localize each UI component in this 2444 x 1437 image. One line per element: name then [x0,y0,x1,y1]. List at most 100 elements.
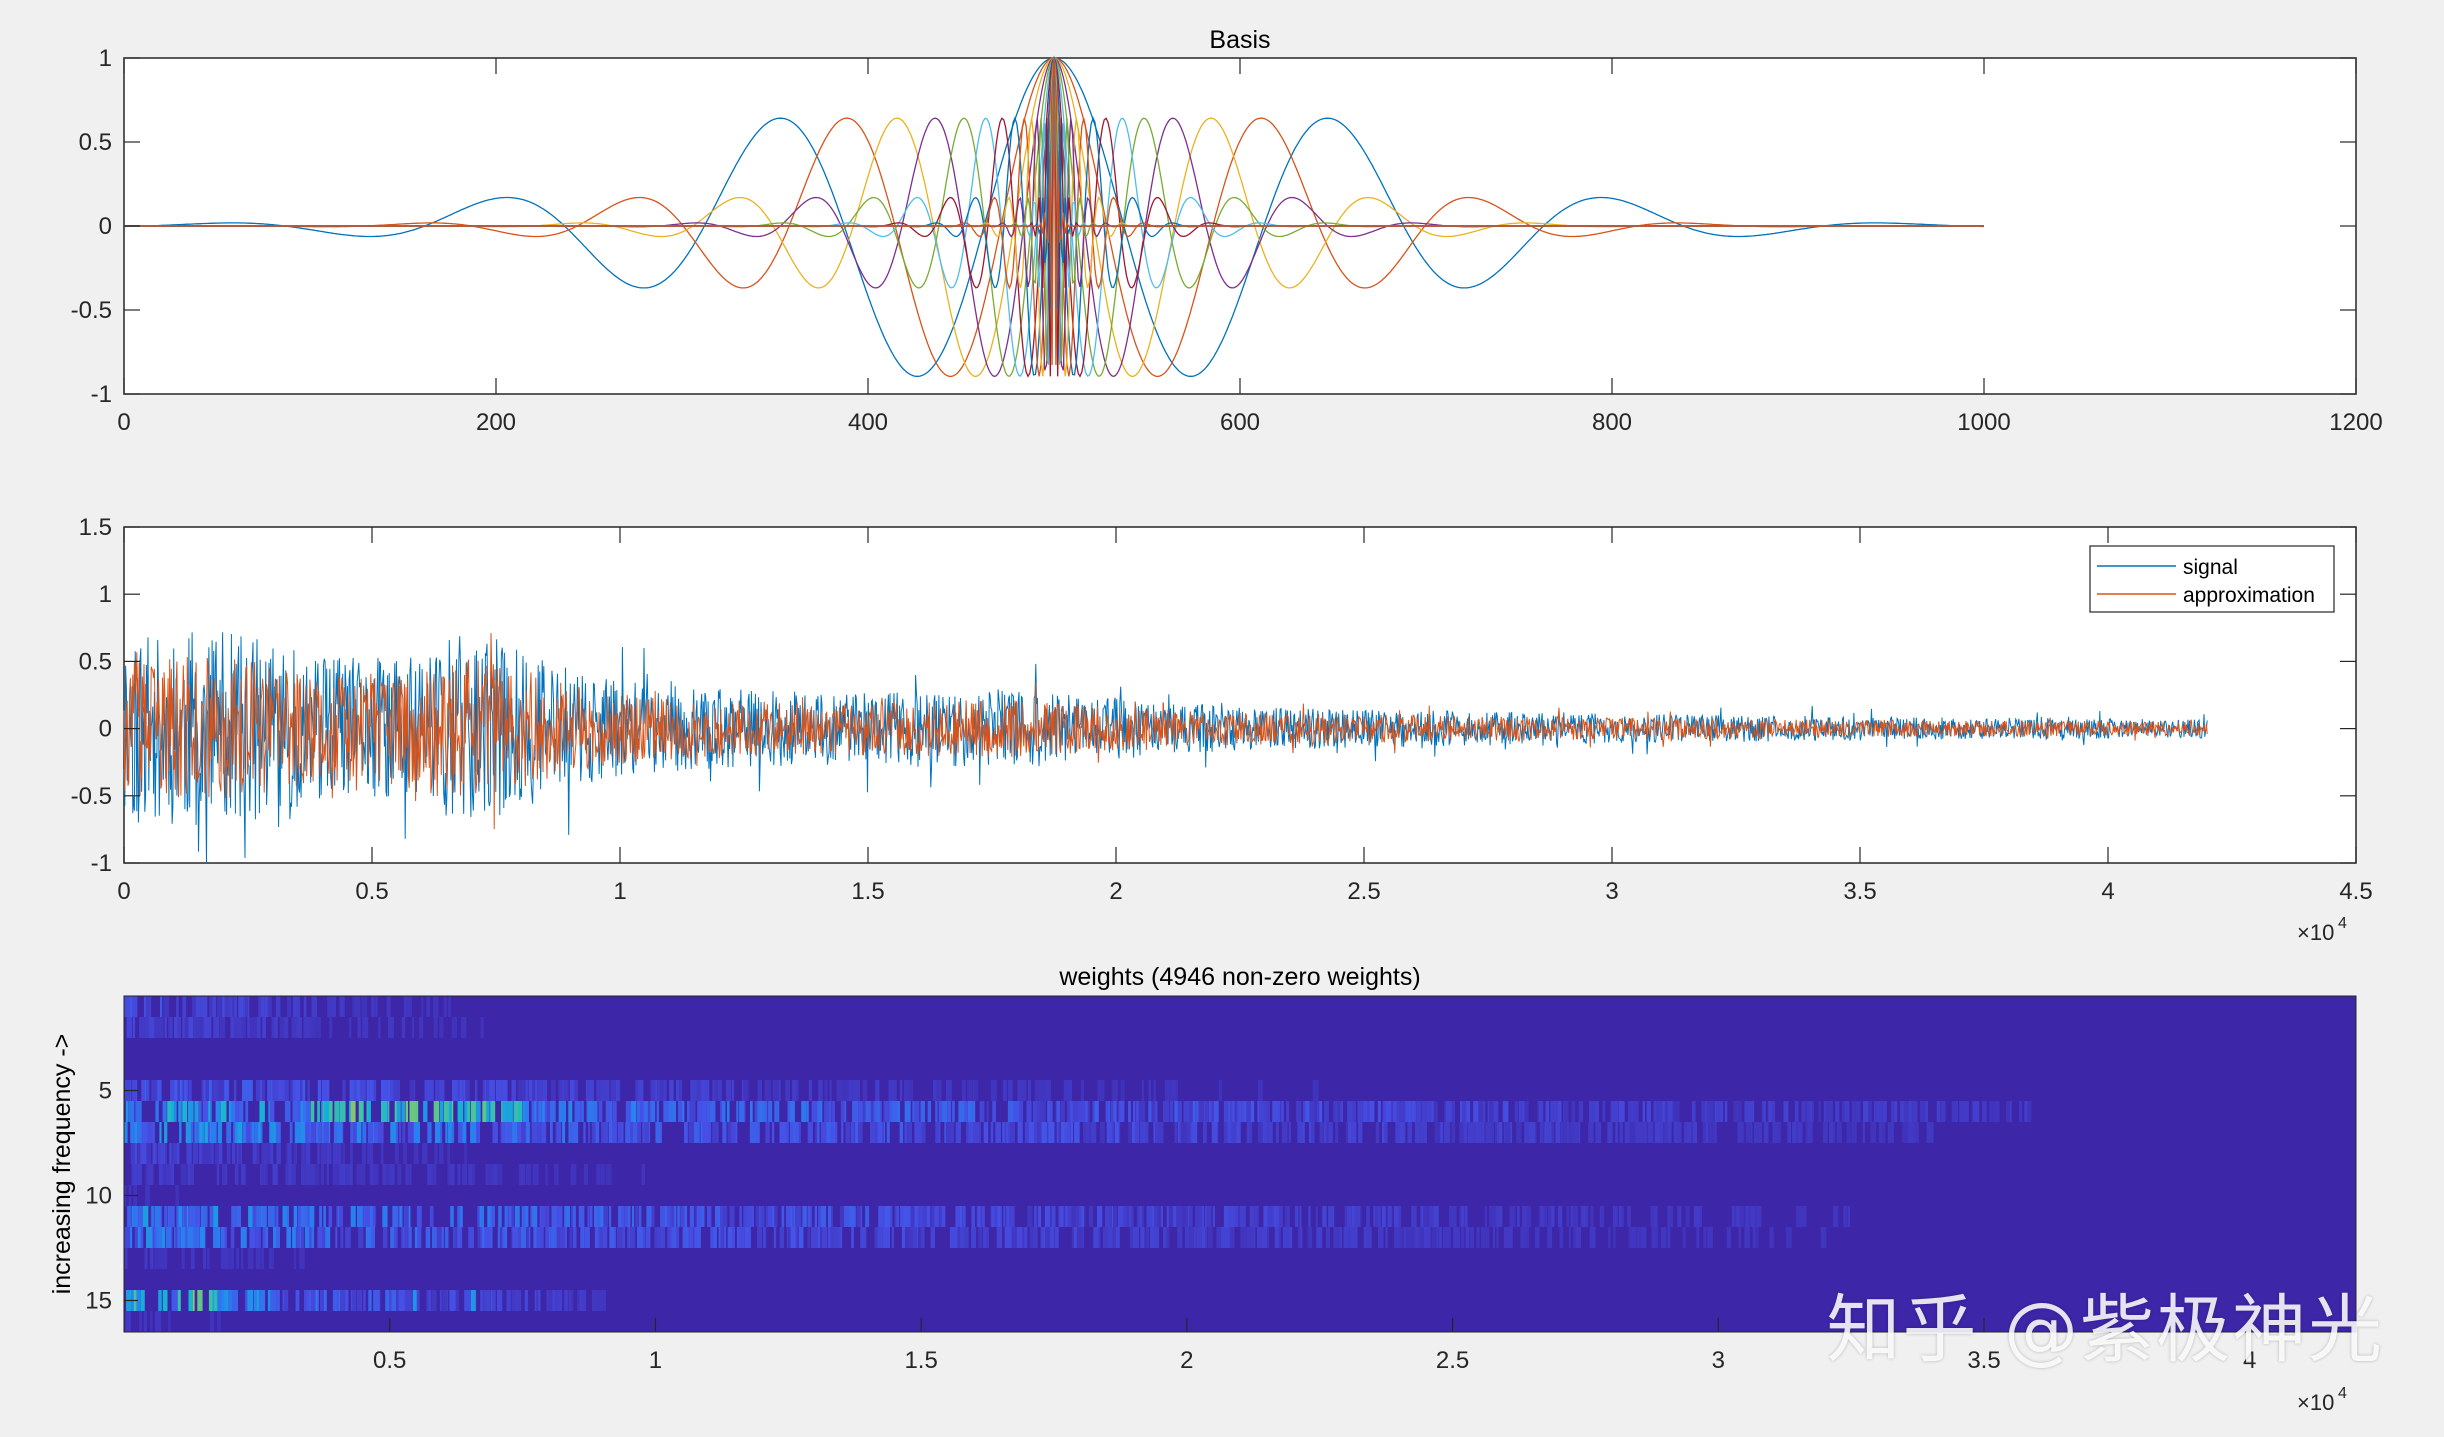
weight-cell [1281,1122,1288,1143]
weight-cell [464,1101,467,1122]
weight-cell [125,1311,131,1332]
weight-cell [639,1101,644,1122]
weight-cell [1465,1227,1470,1248]
weight-cell [557,1122,562,1143]
weight-cell [504,1227,508,1248]
weight-cell [1461,1206,1465,1227]
weight-cell [213,1227,219,1248]
weight-cell [1041,1227,1045,1248]
weight-cell [1752,1227,1756,1248]
weight-cell [1475,1122,1482,1143]
weight-cell [241,1248,244,1269]
weight-cell [1742,1122,1745,1143]
weight-cell [502,1227,507,1248]
weight-cell [539,1227,543,1248]
weight-cell [358,1101,363,1122]
weight-cell [150,1227,153,1248]
weight-cell [705,1122,712,1143]
weight-cell [1257,1122,1263,1143]
weight-cell [1012,1227,1017,1248]
weight-cell [646,1227,651,1248]
weight-cell [224,1080,227,1101]
weight-cell [1008,1101,1013,1122]
weight-cell [283,1017,289,1038]
weight-cell [496,1164,503,1185]
weight-cell [564,1206,568,1227]
weight-cell [544,1101,547,1122]
weight-cell [216,1164,220,1185]
weight-cell [1787,1227,1792,1248]
weight-cell [484,1227,491,1248]
weight-cell [677,1080,683,1101]
weight-cell [720,1206,724,1227]
weight-cell [1322,1206,1326,1227]
weight-cell [548,1290,555,1311]
weight-cell [366,1206,370,1227]
y-tick-label: -1 [91,850,112,877]
weight-cell [595,1290,602,1311]
weight-cell [514,1206,520,1227]
weight-cell [396,1101,401,1122]
weight-cell [443,996,447,1017]
weight-cell [1319,1101,1323,1122]
weight-cell [210,1311,214,1332]
weight-cell [1071,1227,1074,1248]
weight-cell [1862,1122,1865,1143]
weight-cell [304,1290,309,1311]
weight-cell [1090,1122,1097,1143]
weight-cell [1596,1101,1599,1122]
weight-cell [164,1122,168,1143]
weight-cell [159,1017,164,1038]
weight-cell [860,1101,867,1122]
weight-cell [1869,1101,1872,1122]
weight-cell [665,1206,668,1227]
weight-cell [1863,1101,1869,1122]
weight-cell [959,1206,962,1227]
weight-cell [262,1227,266,1248]
weight-cell [594,1227,599,1248]
weight-cell [1145,1227,1150,1248]
weight-cell [450,1206,454,1227]
weight-cell [1071,1206,1076,1227]
weight-cell [646,1206,652,1227]
weight-cell [185,1122,191,1143]
weight-cell [1106,1122,1110,1143]
weight-cell [188,1017,194,1038]
weight-cell [1486,1227,1490,1248]
weight-cell [650,1206,655,1227]
weight-cell [1525,1227,1530,1248]
weight-cell [394,1101,398,1122]
weight-cell [1223,1101,1226,1122]
weight-cell [625,1101,632,1122]
weight-cell [1733,1101,1740,1122]
weight-cell [1288,1122,1291,1143]
weight-cell [1312,1080,1319,1101]
weight-cell [393,1080,399,1101]
x-tick-label: 0 [117,409,130,436]
weight-cell [535,1290,539,1311]
weight-cell [1348,1122,1352,1143]
weight-cell [764,1101,768,1122]
weight-cell [659,1227,666,1248]
weight-cell [296,1017,302,1038]
weight-cell [366,1080,370,1101]
weight-cell [328,1206,333,1227]
weight-cell [843,1206,850,1227]
weight-cell [602,1227,608,1248]
weight-cell [270,1290,276,1311]
weight-cell [1311,1122,1315,1143]
weight-cell [536,1122,542,1143]
weight-cell [296,1080,301,1101]
weight-cell [504,1206,508,1227]
weight-cell [451,1122,455,1143]
weight-cell [874,1101,877,1122]
weight-cell [1465,1101,1471,1122]
weight-cell [587,1101,593,1122]
weight-cell [1111,1101,1115,1122]
weight-cell [815,1122,818,1143]
weight-cell [215,1143,219,1164]
basis-x-ticks: 0 200 400 600 800 1000 1200 [117,58,2383,436]
weight-cell [1340,1101,1343,1122]
weight-cell [1716,1101,1721,1122]
weight-cell [1267,1122,1270,1143]
